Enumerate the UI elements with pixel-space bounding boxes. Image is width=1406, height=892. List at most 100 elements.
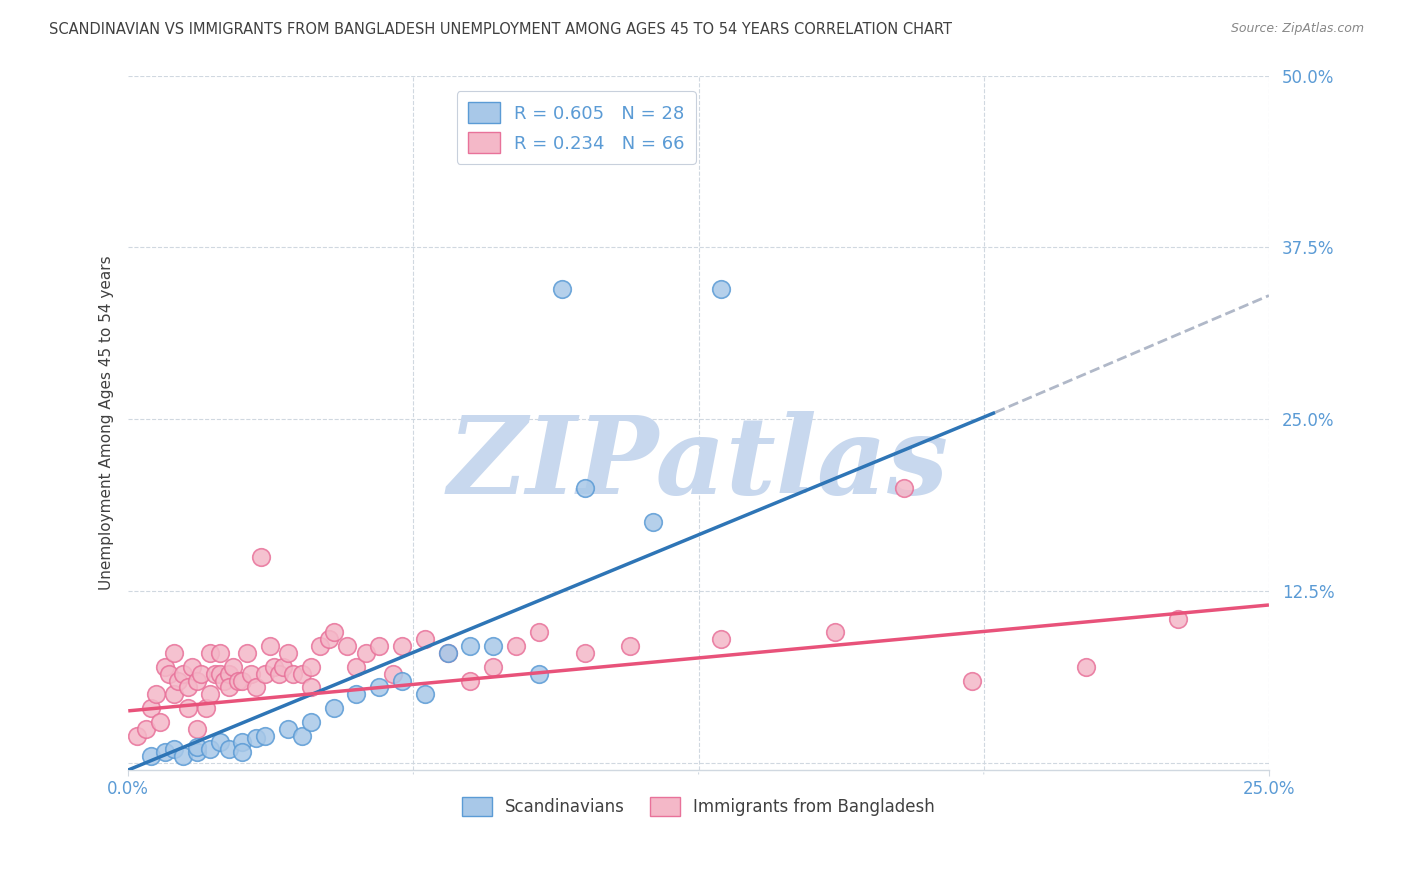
Point (263, 660, 285, 674)
Point (710, 632, 733, 647)
Point (277, 646, 299, 660)
Point (163, 687, 186, 701)
Point (212, 673, 235, 688)
Point (163, 742, 186, 756)
Point (145, 687, 167, 701)
Point (273, 660, 295, 674)
Point (368, 681, 391, 695)
Point (176, 701, 198, 715)
Text: SCANDINAVIAN VS IMMIGRANTS FROM BANGLADESH UNEMPLOYMENT AMONG AGES 45 TO 54 YEAR: SCANDINAVIAN VS IMMIGRANTS FROM BANGLADE… (49, 22, 952, 37)
Point (322, 625, 344, 640)
Point (249, 549, 271, 564)
Point (186, 722, 208, 736)
Point (505, 639, 527, 653)
Point (391, 673, 413, 688)
Point (208, 735, 231, 749)
Point (391, 639, 413, 653)
Point (381, 666, 404, 681)
Point (240, 666, 263, 681)
Point (153, 660, 176, 674)
Point (200, 742, 222, 756)
Point (218, 666, 240, 681)
Point (254, 666, 277, 681)
Point (336, 639, 359, 653)
Point (824, 625, 846, 640)
Point (460, 103, 482, 117)
Point (163, 646, 186, 660)
Point (322, 701, 344, 715)
Point (222, 660, 245, 674)
Point (139, 701, 162, 715)
Point (167, 673, 190, 688)
Point (208, 646, 231, 660)
Point (186, 673, 208, 688)
Point (139, 749, 162, 764)
Point (200, 646, 222, 660)
Point (344, 687, 367, 701)
Point (527, 625, 550, 640)
Point (1076, 660, 1098, 674)
Point (291, 666, 314, 681)
Point (172, 666, 194, 681)
Point (318, 632, 340, 647)
Point (181, 660, 204, 674)
Point (186, 739, 208, 754)
Text: ZIPatlas: ZIPatlas (449, 411, 949, 517)
Point (172, 749, 194, 764)
Point (204, 666, 226, 681)
Point (231, 735, 253, 749)
Point (208, 666, 231, 681)
Point (135, 722, 157, 736)
Point (436, 646, 458, 660)
Point (482, 660, 505, 674)
Point (153, 745, 176, 759)
Point (127, 729, 149, 743)
Point (254, 729, 277, 743)
Point (245, 731, 267, 746)
Point (436, 646, 458, 660)
Point (574, 481, 596, 495)
Point (245, 681, 267, 695)
Point (641, 516, 664, 530)
Point (231, 745, 253, 759)
Point (344, 660, 367, 674)
Point (291, 729, 314, 743)
Point (176, 681, 198, 695)
Point (354, 646, 377, 660)
Point (231, 673, 253, 688)
Point (226, 673, 249, 688)
Point (309, 639, 332, 653)
Point (413, 687, 436, 701)
Point (236, 646, 259, 660)
Point (962, 673, 984, 688)
Point (1167, 612, 1189, 626)
Point (368, 639, 391, 653)
Legend: Scandinavians, Immigrants from Bangladesh: Scandinavians, Immigrants from Banglades… (454, 789, 943, 824)
Point (277, 722, 299, 736)
Point (281, 666, 304, 681)
Text: Source: ZipAtlas.com: Source: ZipAtlas.com (1230, 22, 1364, 36)
Point (267, 666, 290, 681)
Point (149, 714, 172, 729)
Point (413, 632, 436, 647)
Point (619, 639, 641, 653)
Point (482, 639, 505, 653)
Point (527, 666, 550, 681)
Point (218, 742, 240, 756)
Point (551, 282, 574, 296)
Point (218, 681, 240, 695)
Point (460, 673, 482, 688)
Point (259, 639, 281, 653)
Point (299, 681, 322, 695)
Point (157, 666, 180, 681)
Point (194, 701, 217, 715)
Y-axis label: Unemployment Among Ages 45 to 54 years: Unemployment Among Ages 45 to 54 years (100, 255, 114, 591)
Point (710, 282, 733, 296)
Point (200, 687, 222, 701)
Point (190, 666, 212, 681)
Point (186, 745, 208, 759)
Point (574, 646, 596, 660)
Point (893, 481, 915, 495)
Point (299, 660, 322, 674)
Point (299, 714, 322, 729)
